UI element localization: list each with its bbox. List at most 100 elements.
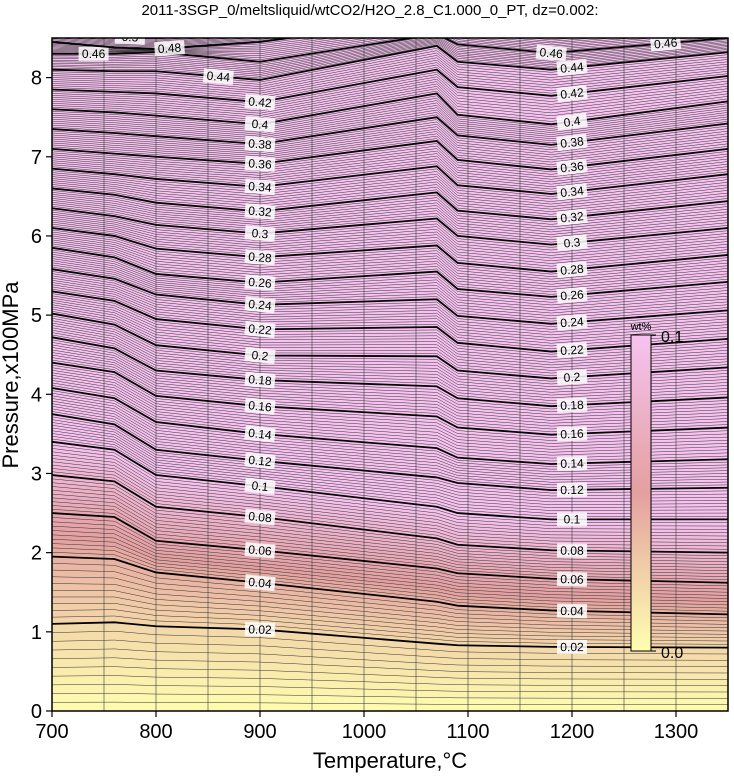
minor-contour (52, 334, 728, 404)
contour-label-box (244, 155, 276, 172)
minor-contour (52, 90, 728, 123)
contour-label: 0.32 (560, 209, 585, 225)
contour-band (52, 210, 728, 251)
y-tick-label: 6 (31, 226, 42, 248)
contour-label: 0.04 (560, 604, 584, 619)
minor-contour (52, 241, 728, 290)
minor-contour (52, 186, 728, 218)
minor-contour (52, 109, 728, 139)
contour-label-group: 0.26 (556, 286, 588, 304)
minor-contour (52, 143, 728, 173)
minor-contour (52, 153, 728, 182)
contour-label-group: 0.46 (78, 46, 109, 61)
y-tick-label: 3 (31, 463, 42, 485)
minor-contour (52, 107, 728, 137)
plot-frame (51, 37, 729, 712)
minor-contour (52, 38, 265, 47)
contour-label-box (556, 571, 588, 587)
minor-contour (52, 202, 728, 238)
contour-band (52, 325, 728, 396)
minor-contour (52, 150, 728, 180)
minor-contour (52, 461, 728, 540)
contour-label-box (244, 425, 276, 443)
minor-contour (52, 48, 728, 83)
minor-contour (52, 639, 728, 661)
contour-label: 0.44 (560, 60, 585, 76)
minor-contour (52, 530, 728, 596)
minor-contour (52, 436, 728, 514)
x-tick-label: 1100 (446, 721, 489, 743)
contour-label-box (244, 93, 276, 111)
minor-contour (52, 237, 728, 285)
contour-band (52, 590, 728, 635)
minor-contour (52, 433, 728, 511)
minor-contour (52, 293, 728, 355)
x-tick-label: 900 (243, 721, 276, 743)
contour-label-group: 0.06 (244, 541, 276, 559)
contour-label-box (78, 46, 109, 61)
contour-line (52, 474, 728, 554)
contour-label: 0.3 (563, 235, 581, 251)
x-tick-label: 1000 (342, 721, 387, 743)
x-tick-label: 700 (35, 721, 68, 743)
minor-contour (52, 76, 728, 110)
minor-contour (52, 43, 728, 77)
contour-band (52, 235, 728, 285)
contour-label-box (244, 203, 276, 220)
contour-label: 0.3 (251, 226, 269, 241)
minor-contour (52, 83, 728, 116)
contour-label-group: 0.48 (154, 40, 185, 57)
contour-band (52, 289, 728, 352)
minor-contour (52, 380, 728, 456)
y-tick-label: 4 (31, 384, 42, 406)
minor-contour (52, 38, 728, 70)
minor-contour (52, 221, 728, 264)
minor-contour (52, 260, 728, 314)
contour-band (52, 401, 728, 480)
contour-band (52, 382, 728, 462)
minor-contour (52, 505, 728, 577)
minor-contour (52, 284, 728, 344)
minor-contour (52, 231, 728, 277)
contour-label-group: 0.14 (244, 425, 276, 443)
contour-label-group: 0.14 (556, 456, 588, 471)
y-tick-label: 1 (31, 622, 42, 644)
minor-contour (52, 286, 728, 347)
contour-label-box (244, 249, 276, 266)
contour-band (52, 702, 728, 711)
contour-band (52, 271, 728, 330)
contour-band (52, 552, 728, 615)
minor-contour (52, 253, 728, 306)
minor-contour (52, 295, 728, 358)
minor-contour (52, 88, 728, 121)
contour-band (52, 684, 728, 699)
minor-contour (52, 155, 728, 185)
minor-contour (52, 213, 728, 253)
minor-contour (52, 206, 728, 243)
minor-contour (52, 684, 728, 693)
minor-contour (52, 256, 728, 308)
minor-contour (52, 38, 675, 57)
contour-band (52, 133, 728, 165)
minor-contour (52, 182, 728, 212)
contour-band (52, 349, 728, 424)
minor-contour (52, 392, 728, 470)
contour-label-box (244, 508, 276, 526)
minor-contour (52, 468, 728, 547)
minor-contour (52, 211, 728, 251)
contour-line (52, 38, 297, 50)
y-tick-label: 5 (31, 305, 42, 327)
contour-band (52, 38, 728, 66)
minor-contour (52, 451, 728, 530)
minor-contour (52, 538, 728, 602)
contour-band (52, 180, 728, 212)
contour-band (52, 233, 728, 282)
minor-contour (52, 40, 728, 73)
minor-contour (52, 344, 728, 415)
minor-contour (52, 74, 728, 107)
contour-band (52, 622, 728, 654)
contour-band (52, 176, 728, 207)
minor-contour (52, 657, 728, 674)
minor-contour (52, 184, 728, 215)
minor-contour (52, 235, 728, 282)
